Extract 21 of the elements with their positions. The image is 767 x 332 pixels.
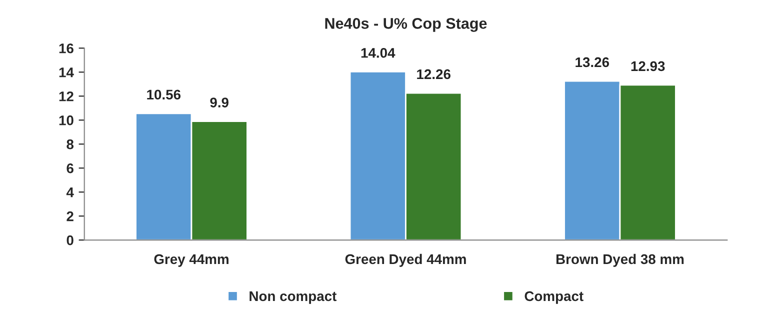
x-tick-label: Green Dyed 44mm bbox=[345, 254, 466, 267]
y-tick-label: 2 bbox=[66, 211, 74, 222]
legend-label: Non compact bbox=[250, 291, 337, 304]
x-tick-label: Grey 44mm bbox=[154, 254, 228, 267]
legend-label: Compact bbox=[524, 291, 584, 304]
data-label: 13.26 bbox=[576, 57, 610, 68]
data-label: 9.9 bbox=[210, 98, 228, 108]
x-tick-label: Brown Dyed 38 mm bbox=[556, 254, 684, 267]
chart-title: Ne40s - U% Cop Stage bbox=[325, 18, 487, 32]
data-label: 12.26 bbox=[417, 69, 450, 80]
y-tick-label: 8 bbox=[66, 139, 74, 150]
y-tick-label: 6 bbox=[66, 163, 74, 174]
y-tick-label: 4 bbox=[66, 188, 74, 198]
data-label: 12.93 bbox=[631, 61, 665, 72]
y-tick-label: 0 bbox=[66, 235, 74, 246]
y-tick-label: 14 bbox=[59, 68, 74, 78]
data-label: 14.04 bbox=[361, 48, 396, 58]
data-label: 10.56 bbox=[147, 90, 181, 100]
y-tick-label: 12 bbox=[59, 91, 74, 102]
y-tick-label: 10 bbox=[59, 115, 74, 126]
y-tick-label: 16 bbox=[59, 43, 74, 54]
